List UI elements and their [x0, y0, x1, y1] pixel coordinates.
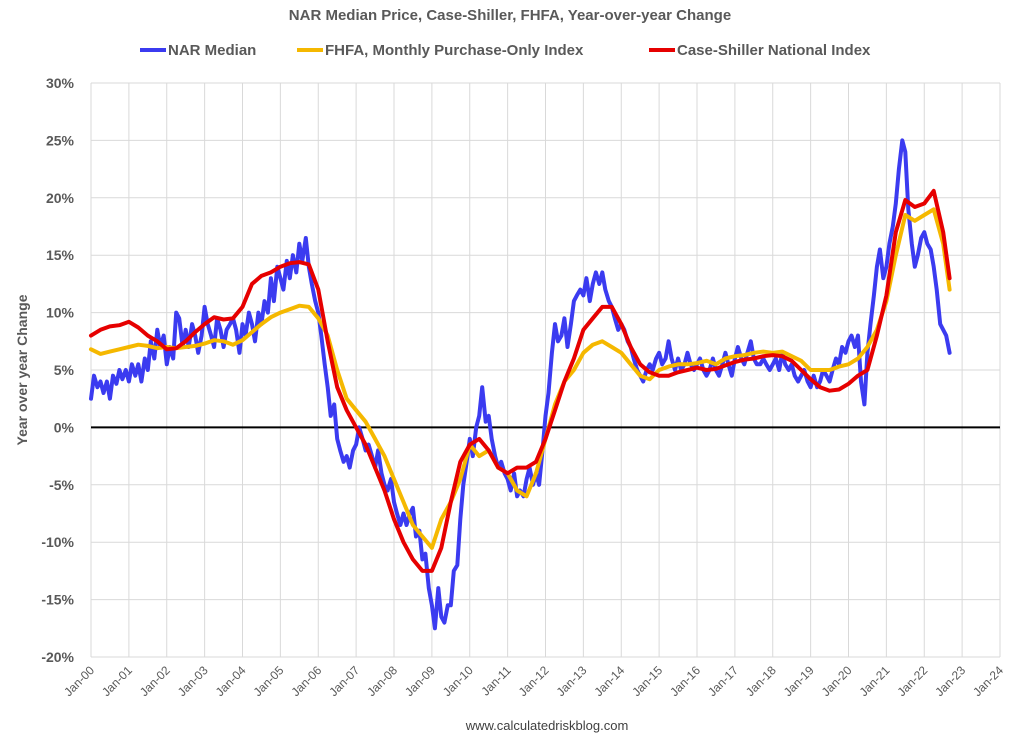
y-tick-label: -20%	[41, 649, 74, 665]
y-tick-label: -5%	[49, 477, 74, 493]
y-tick-label: 0%	[54, 419, 75, 435]
y-tick-label: 25%	[46, 132, 75, 148]
legend-label: NAR Median	[168, 42, 256, 59]
y-tick-label: 30%	[46, 75, 75, 91]
legend-label: Case-Shiller National Index	[677, 42, 871, 59]
y-tick-label: -10%	[41, 534, 74, 550]
y-tick-label: 20%	[46, 190, 75, 206]
fhfa-line	[89, 207, 952, 550]
chart-title: NAR Median Price, Case-Shiller, FHFA, Ye…	[289, 7, 731, 24]
y-tick-label: 10%	[46, 305, 75, 321]
y-tick-label: 5%	[54, 362, 75, 378]
y-axis-label: Year over year Change	[14, 294, 30, 445]
y-tick-label: 15%	[46, 247, 75, 263]
y-axis-ticks: -20% -15% -10% -5% 0% 5% 10% 15% 20% 25% 30%	[41, 75, 74, 665]
legend: NAR Median FHFA, Monthly Purchase-Only In…	[140, 42, 871, 59]
y-tick-label: -15%	[41, 592, 74, 608]
source-label: www.calculatedriskblog.com	[465, 718, 629, 733]
case-shiller-line	[89, 188, 952, 573]
gridlines	[90, 82, 1001, 658]
series-lines	[89, 138, 952, 631]
legend-label: FHFA, Monthly Purchase-Only Index	[325, 42, 584, 59]
